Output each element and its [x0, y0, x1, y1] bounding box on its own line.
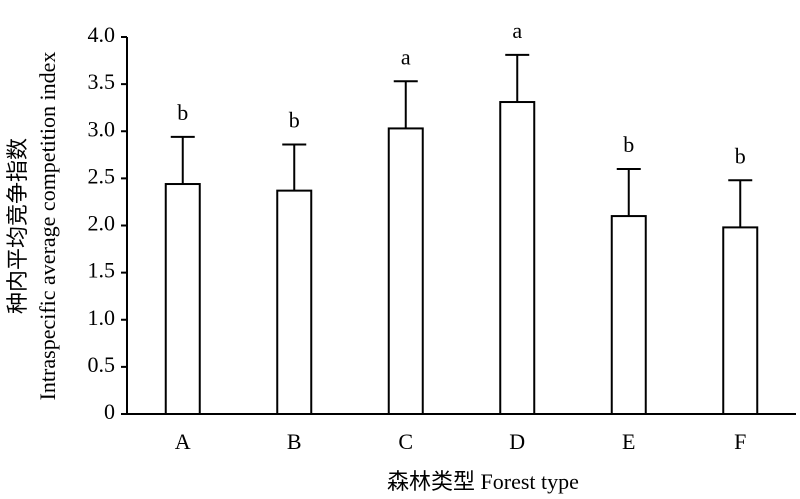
x-tick-label: A — [175, 429, 191, 454]
y-tick-label: 0.5 — [88, 352, 116, 377]
x-tick-label: E — [622, 429, 635, 454]
y-tick-label: 2.0 — [88, 211, 116, 236]
y-tick-label: 1.0 — [88, 305, 116, 330]
x-tick-label: C — [398, 429, 413, 454]
bar — [387, 127, 424, 416]
annotation: b — [177, 100, 188, 125]
x-tick-label: D — [509, 429, 525, 454]
bar — [499, 101, 536, 415]
y-tick-label: 3.5 — [88, 69, 116, 94]
x-tick-label: B — [287, 429, 302, 454]
x-tick-label: F — [734, 429, 746, 454]
bar — [610, 215, 647, 415]
annotation: a — [512, 18, 522, 43]
y-axis-label: Intraspecific average competition index — [35, 52, 60, 401]
annotation: b — [623, 132, 634, 157]
bar — [164, 183, 201, 415]
y-tick-label: 1.5 — [88, 258, 116, 283]
y-tick-label: 0 — [104, 399, 115, 424]
annotation: b — [289, 107, 300, 132]
y-tick-label: 4.0 — [88, 22, 116, 47]
annotation: b — [735, 143, 746, 168]
bar — [276, 189, 313, 415]
bar — [722, 226, 759, 415]
y-tick-label: 3.0 — [88, 116, 116, 141]
annotation: a — [401, 44, 411, 69]
y-tick-label: 2.5 — [88, 163, 116, 188]
x-axis-label: 森林类型 Forest type — [387, 469, 579, 494]
y-axis-label: 种内平均竞争指数 — [5, 138, 30, 314]
